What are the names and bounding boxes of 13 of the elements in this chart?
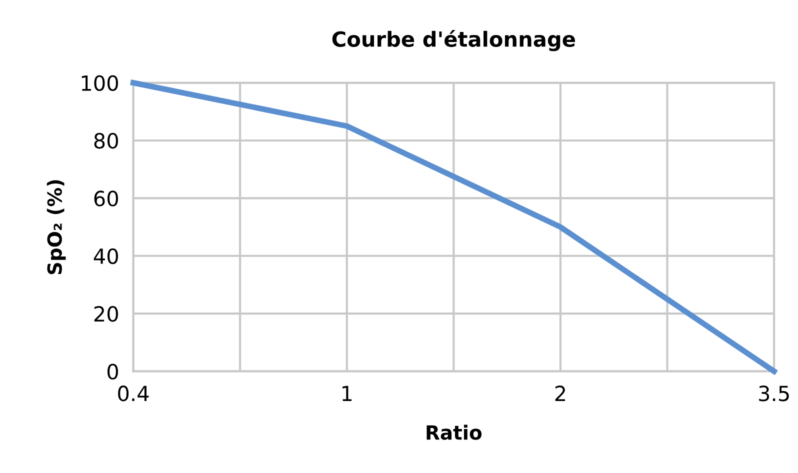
x-tick-label: 1 [342, 386, 352, 402]
x-tick-label: 3.5 [759, 386, 789, 402]
x-tick-label: 2 [555, 386, 566, 402]
y-tick-label: 80 [94, 132, 118, 149]
y-tick-label: 0 [107, 364, 118, 380]
y-tick-label: 100 [82, 75, 118, 91]
chart-title: Courbe d'étalonnage [332, 30, 575, 52]
x-tick-label: 0.4 [118, 386, 149, 402]
y-tick-label: 20 [94, 306, 118, 322]
y-tick-label: 60 [94, 190, 118, 206]
y-axis-title: SpO₂ (%) [46, 180, 66, 274]
x-axis-title: Ratio [426, 424, 482, 440]
y-tick-label: 40 [94, 248, 118, 264]
